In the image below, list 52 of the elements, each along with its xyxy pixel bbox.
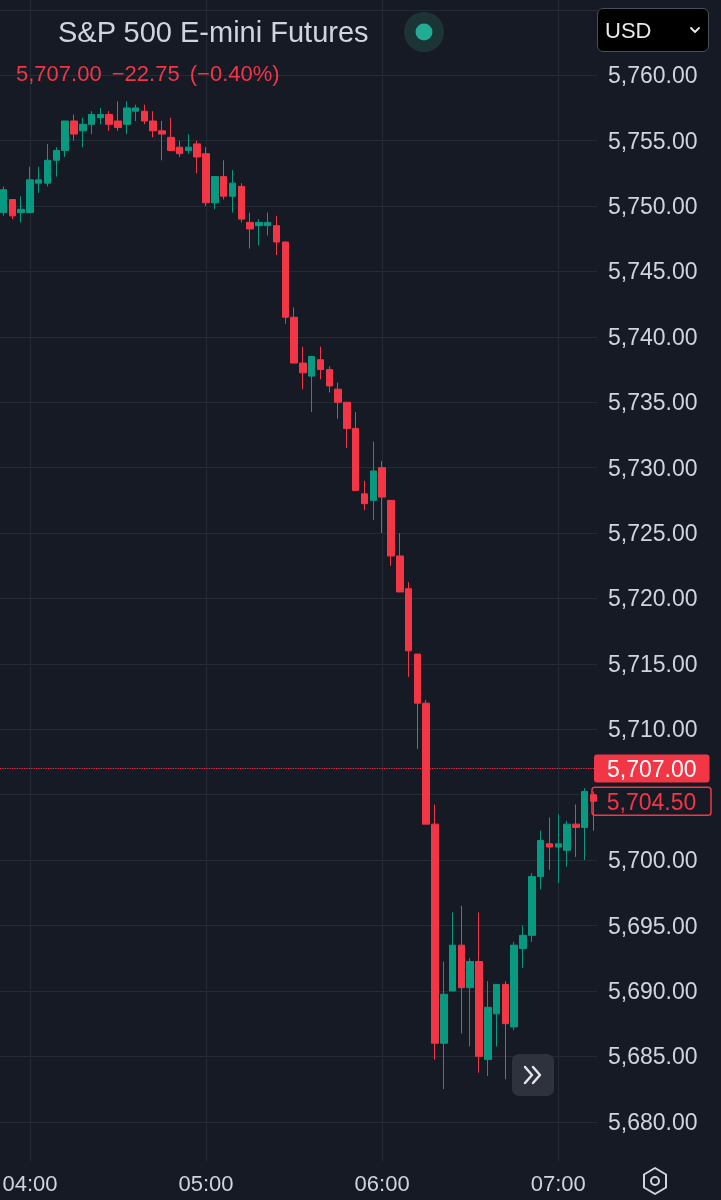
candlestick: [370, 441, 377, 521]
candlestick: [9, 199, 16, 220]
text: 5,707.00 −22.75 (−0.40%): [16, 61, 280, 86]
text: S&P 500 E-mini Futures: [58, 15, 369, 49]
candlestick: [466, 957, 474, 1048]
candlestick: [475, 911, 483, 1074]
y-tick-label: 5,735.00: [608, 389, 698, 416]
candlestick: [238, 182, 245, 223]
y-tick-label: 5,740.00: [608, 323, 698, 350]
candlestick: [220, 159, 227, 200]
y-tick-label: 5,695.00: [608, 912, 698, 939]
y-tick-label: 5,755.00: [608, 127, 698, 154]
x-tick-label: 05:00: [178, 1170, 234, 1196]
candlestick: [440, 961, 448, 1090]
y-tick-label: 5,745.00: [608, 258, 698, 285]
candlestick: [229, 169, 236, 214]
y-tick-label: 5,690.00: [608, 977, 698, 1004]
dropdown: USD: [597, 8, 709, 52]
y-tick-label: 5,680.00: [608, 1108, 698, 1135]
candlestick: [211, 176, 219, 210]
candlestick: [273, 215, 280, 256]
candlestick: [458, 905, 465, 1034]
candlestick: [70, 113, 78, 142]
y-tick-label: 5,760.00: [608, 62, 698, 89]
x-tick-label: 06:00: [354, 1170, 410, 1196]
candlestick: [378, 460, 386, 534]
y-tick-label: 5,685.00: [608, 1043, 698, 1070]
text: 5,704.50: [606, 789, 697, 816]
candlestick: [317, 346, 324, 380]
y-tick-label: 5,730.00: [608, 454, 698, 481]
x-tick-label: 04:00: [2, 1170, 58, 1196]
candlestick: [581, 787, 588, 861]
ref-line-label: 5,707.00: [607, 755, 697, 782]
x-tick-label: 07:00: [530, 1170, 586, 1196]
y-tick-label: 5,715.00: [608, 650, 698, 677]
y-tick-label: 5,720.00: [608, 585, 698, 612]
candlestick: [97, 107, 104, 125]
candlestick: [44, 143, 51, 187]
candlestick: [0, 185, 7, 217]
y-tick-label: 5,710.00: [608, 716, 698, 743]
candlestick: [326, 365, 333, 393]
candlestick: [361, 480, 368, 511]
candlestick: [246, 212, 254, 250]
y-tick-label: 5,750.00: [608, 193, 698, 220]
candlestick: [546, 817, 553, 871]
candlestick: [308, 355, 315, 413]
candlestick: [572, 804, 580, 858]
candlestick: [185, 133, 192, 155]
y-tick-label: 5,700.00: [608, 847, 698, 874]
candlestick: [502, 980, 509, 1080]
y-tick-label: 5,725.00: [608, 520, 698, 547]
candlestick: [449, 911, 456, 992]
